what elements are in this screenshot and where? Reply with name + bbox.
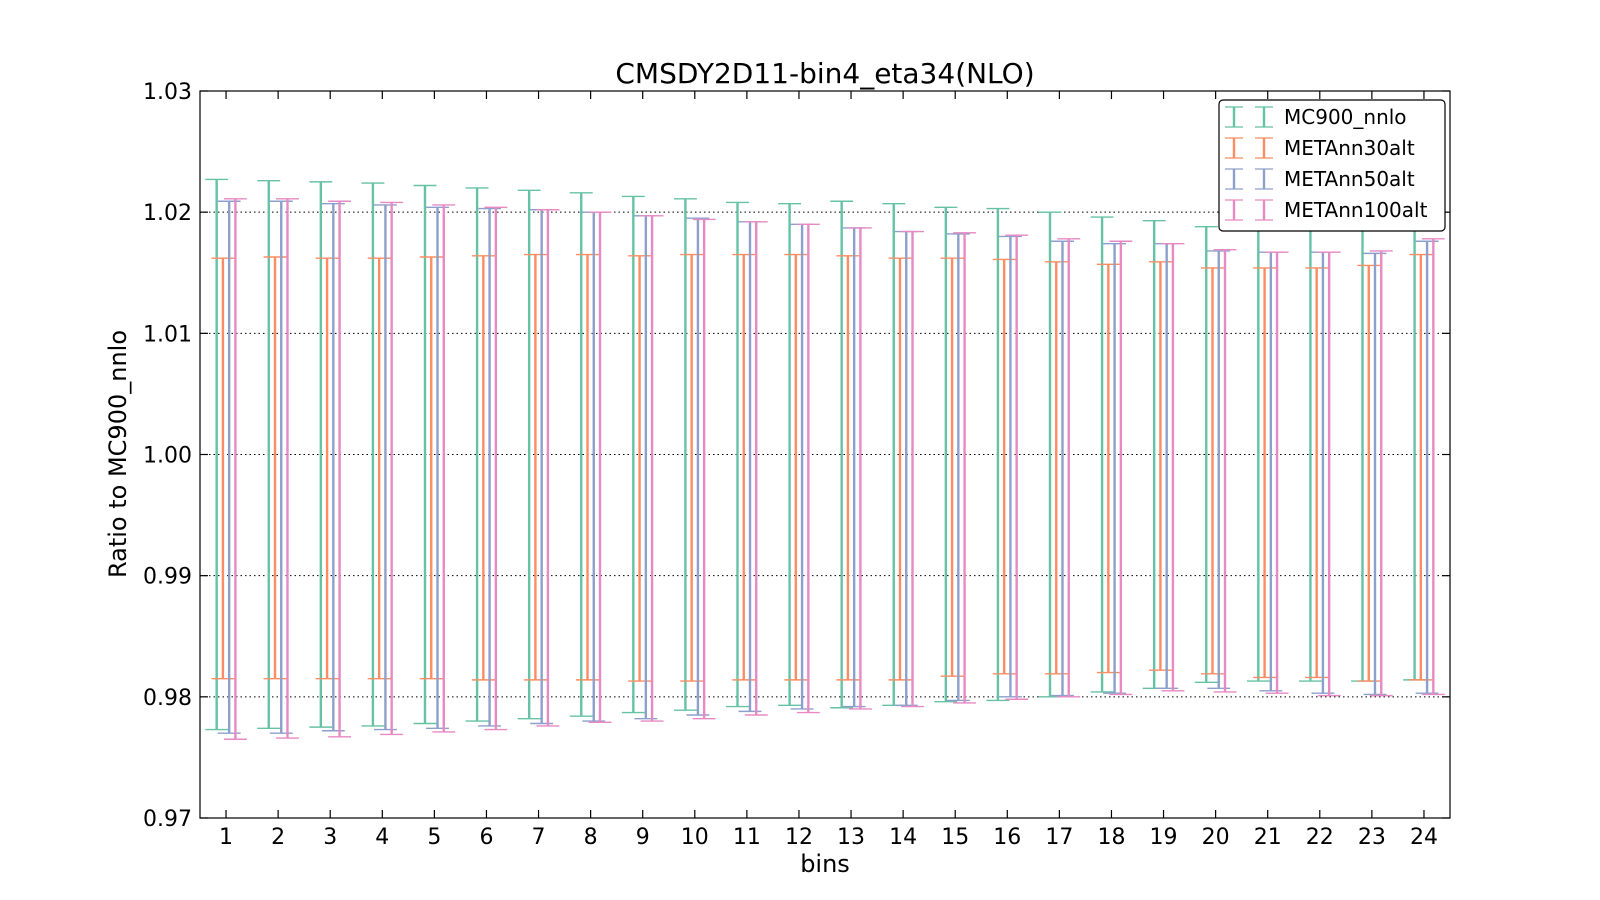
legend-entry-MC900_nnlo: MC900_nnlo	[1225, 105, 1407, 129]
legend-entry-METAnn100alt: METAnn100alt	[1225, 198, 1428, 222]
x-tick-label: 5	[427, 825, 441, 850]
y-tick-label: 1.01	[143, 322, 192, 347]
y-tick-label: 1.00	[143, 444, 192, 469]
x-tick-label: 6	[479, 825, 493, 850]
x-tick-label: 16	[993, 825, 1021, 850]
y-tick-label: 1.02	[143, 201, 192, 226]
x-tick-label: 24	[1410, 825, 1438, 850]
legend-entry-METAnn50alt: METAnn50alt	[1225, 167, 1415, 191]
x-tick-label: 21	[1254, 825, 1282, 850]
x-tick-label: 14	[889, 825, 917, 850]
legend: MC900_nnlo METAnn30alt METAnn50alt METAnn10…	[1218, 99, 1446, 232]
x-tick-label: 2	[271, 825, 285, 850]
x-tick-label: 17	[1045, 825, 1073, 850]
x-tick-label: 12	[785, 825, 813, 850]
axis-ticks: 0.970.980.991.001.011.021.031 2 3 4 5 6 7 8 9 10 1…	[143, 80, 1450, 850]
grid-lines	[200, 211, 1450, 698]
x-tick-label: 23	[1358, 825, 1386, 850]
legend-entries: MC900_nnlo METAnn30alt METAnn50alt METAnn10…	[1225, 105, 1428, 222]
series-METAnn30alt	[211, 253, 1433, 682]
x-tick-label: 15	[941, 825, 969, 850]
x-tick-label: 20	[1202, 825, 1230, 850]
x-tick-label: 4	[375, 825, 389, 850]
x-axis-label: bins	[800, 850, 850, 878]
y-tick-label: 0.98	[143, 686, 192, 711]
legend-entry-METAnn30alt: METAnn30alt	[1225, 136, 1415, 160]
x-tick-label: 18	[1097, 825, 1125, 850]
x-tick-label: 10	[681, 825, 709, 850]
series-MC900_nnlo	[205, 178, 1427, 731]
x-tick-label: 19	[1150, 825, 1178, 850]
chart-title: CMSDY2D11-bin4_eta34(NLO)	[615, 57, 1034, 90]
series-error-bars	[205, 178, 1445, 740]
legend-box	[1218, 99, 1446, 232]
y-tick-label: 0.99	[143, 565, 192, 590]
legend-label: METAnn100alt	[1284, 198, 1428, 222]
legend-label: METAnn50alt	[1284, 167, 1415, 191]
y-axis-label: Ratio to MC900_nnlo	[104, 330, 132, 578]
x-tick-label: 13	[837, 825, 865, 850]
x-tick-label: 9	[636, 825, 650, 850]
x-tick-label: 22	[1306, 825, 1334, 850]
legend-label: MC900_nnlo	[1284, 105, 1407, 129]
y-tick-label: 1.03	[143, 80, 192, 105]
x-tick-label: 7	[532, 825, 546, 850]
x-tick-label: 8	[584, 825, 598, 850]
x-tick-label: 1	[219, 825, 233, 850]
legend-label: METAnn30alt	[1284, 136, 1415, 160]
x-tick-label: 3	[323, 825, 337, 850]
y-tick-label: 0.97	[143, 807, 192, 832]
series-METAnn100alt	[223, 198, 1445, 740]
series-METAnn50alt	[217, 200, 1439, 734]
x-tick-label: 11	[733, 825, 761, 850]
